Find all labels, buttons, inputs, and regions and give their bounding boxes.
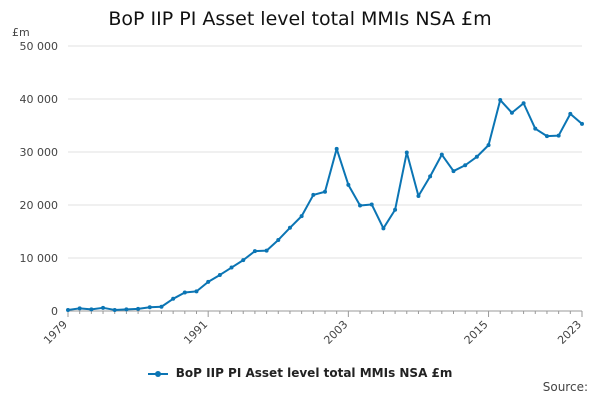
data-point <box>334 146 339 151</box>
data-point <box>381 226 386 231</box>
data-point <box>463 163 468 168</box>
data-point <box>206 279 211 284</box>
data-point <box>194 289 199 294</box>
data-point <box>299 214 304 219</box>
data-point <box>428 174 433 179</box>
data-point <box>66 307 70 312</box>
data-point <box>89 307 94 312</box>
data-point <box>287 225 292 230</box>
y-tick-label: 0 <box>51 305 58 318</box>
data-point <box>498 98 503 103</box>
data-point <box>474 154 479 159</box>
data-point <box>521 101 526 106</box>
data-point <box>369 202 374 207</box>
data-point <box>124 307 129 312</box>
data-point <box>276 237 281 242</box>
y-unit-label: £m <box>12 26 30 39</box>
data-point <box>136 306 141 311</box>
legend-swatch <box>147 369 168 379</box>
legend-label: BoP IIP PI Asset level total MMIs NSA £m <box>175 366 453 380</box>
legend[interactable]: BoP IIP PI Asset level total MMIs NSA £m <box>0 366 600 380</box>
x-tick-label: 1991 <box>181 318 210 347</box>
data-point <box>509 110 514 115</box>
y-tick-label: 20 000 <box>20 199 59 212</box>
data-point <box>77 306 82 311</box>
data-point <box>346 182 351 187</box>
data-point <box>533 126 538 131</box>
data-point <box>182 290 187 295</box>
data-point <box>358 203 363 208</box>
y-tick-label: 10 000 <box>20 252 59 265</box>
data-point <box>393 207 398 212</box>
y-tick-label: 30 000 <box>20 146 59 159</box>
data-point <box>416 193 421 198</box>
chart-title: BoP IIP PI Asset level total MMIs NSA £m <box>108 8 492 30</box>
y-tick-label: 40 000 <box>20 93 59 106</box>
data-point <box>159 304 164 309</box>
data-point <box>439 152 444 157</box>
data-point <box>323 189 327 194</box>
data-point <box>147 305 152 310</box>
data-point <box>556 133 561 138</box>
source-label: Source: <box>542 380 588 394</box>
data-point <box>229 265 234 270</box>
data-point <box>568 111 573 116</box>
x-tick-label: 2023 <box>555 318 584 347</box>
data-point <box>112 307 117 312</box>
data-point <box>252 249 257 254</box>
x-tick-label: 2003 <box>321 318 350 347</box>
data-point <box>486 143 491 148</box>
data-point <box>311 192 316 197</box>
data-point <box>451 169 456 174</box>
data-point <box>241 258 246 263</box>
x-tick-label: 1979 <box>41 318 70 347</box>
data-point <box>264 248 269 253</box>
data-point <box>404 150 409 155</box>
data-point <box>101 305 106 310</box>
data-point <box>580 121 584 126</box>
data-point <box>544 134 549 139</box>
y-tick-label: 50 000 <box>20 40 59 53</box>
data-point <box>217 272 222 277</box>
data-point <box>171 296 176 301</box>
x-tick-label: 2015 <box>462 318 491 347</box>
